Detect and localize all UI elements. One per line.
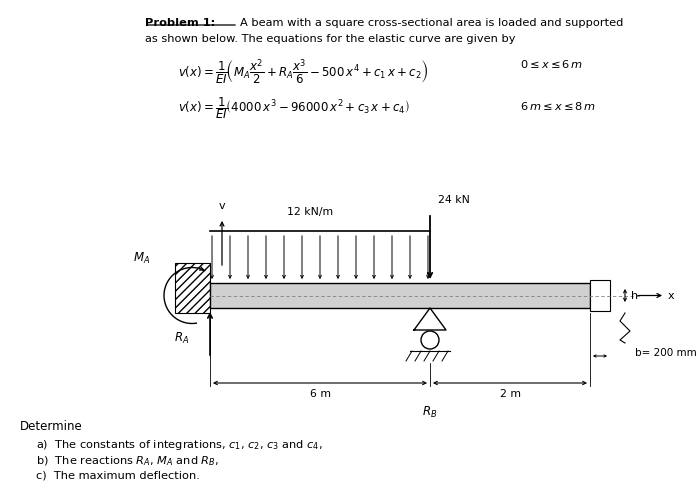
Text: $0 \leq x \leq 6\,m$: $0 \leq x \leq 6\,m$ — [520, 58, 583, 70]
Text: h: h — [631, 290, 638, 300]
Text: a)  The constants of integrations, $c_1$, $c_2$, $c_3$ and $c_4$,: a) The constants of integrations, $c_1$,… — [36, 438, 323, 452]
Text: 24 kN: 24 kN — [438, 195, 470, 205]
Text: $M_A$: $M_A$ — [134, 250, 150, 266]
Text: 6 m: 6 m — [309, 389, 330, 399]
Text: b= 200 mm: b= 200 mm — [635, 348, 696, 358]
Text: $6\,m \leq x \leq 8\,m$: $6\,m \leq x \leq 8\,m$ — [520, 100, 596, 112]
Bar — [175, 263, 210, 313]
Text: as shown below. The equations for the elastic curve are given by: as shown below. The equations for the el… — [145, 34, 515, 44]
Text: A beam with a square cross-sectional area is loaded and supported: A beam with a square cross-sectional are… — [240, 18, 624, 28]
Text: b)  The reactions $R_A$, $M_A$ and $R_B$,: b) The reactions $R_A$, $M_A$ and $R_B$, — [36, 454, 219, 468]
Text: x: x — [668, 290, 675, 300]
Text: $R_B$: $R_B$ — [422, 405, 438, 420]
Text: 2 m: 2 m — [500, 389, 521, 399]
Bar — [210, 283, 590, 308]
Text: $v(x) = \dfrac{1}{EI}\!\left(M_A\dfrac{x^2}{2} + R_A\dfrac{x^3}{6} - 500\,x^4 + : $v(x) = \dfrac{1}{EI}\!\left(M_A\dfrac{x… — [178, 58, 428, 87]
Text: $R_A$: $R_A$ — [174, 330, 190, 345]
Text: $v(x) = \dfrac{1}{EI}\!\left(4000\,x^3 - 96000\,x^2 + c_3\,x + c_4\right)$: $v(x) = \dfrac{1}{EI}\!\left(4000\,x^3 -… — [178, 95, 410, 121]
Text: Problem 1:: Problem 1: — [145, 18, 216, 28]
Text: c)  The maximum deflection.: c) The maximum deflection. — [36, 470, 200, 480]
Text: v: v — [218, 201, 225, 211]
Bar — [590, 280, 610, 311]
Text: Determine: Determine — [20, 420, 83, 433]
Text: 12 kN/m: 12 kN/m — [287, 207, 333, 217]
